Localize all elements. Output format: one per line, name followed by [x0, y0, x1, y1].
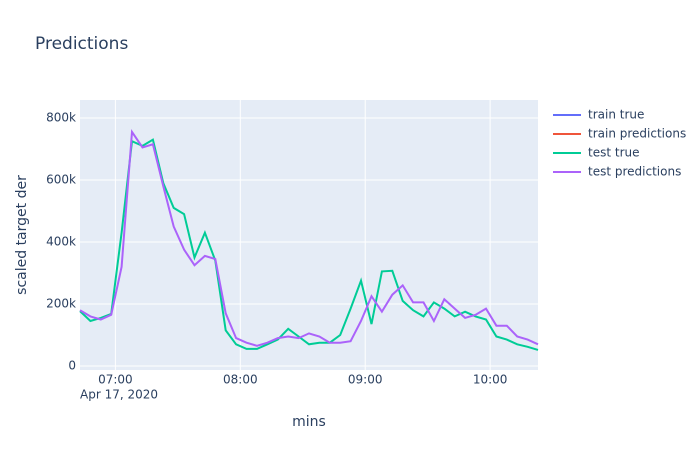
x-tick-label: 10:00: [473, 373, 508, 387]
x-tick-label: 09:00: [348, 373, 383, 387]
x-axis-title: mins: [292, 414, 326, 430]
y-tick-label: 200k: [46, 296, 76, 310]
legend-label: train true: [588, 108, 644, 122]
chart-title: Predictions: [35, 34, 128, 54]
x-tick-label: 07:00: [98, 373, 133, 387]
legend-label: train predictions: [588, 127, 686, 141]
x-date-label: Apr 17, 2020: [80, 388, 158, 402]
y-tick-label: 0: [68, 358, 76, 372]
y-tick-label: 800k: [46, 110, 76, 124]
y-tick-label: 400k: [46, 234, 76, 248]
legend-label: test true: [588, 146, 640, 160]
legend-label: test predictions: [588, 165, 681, 179]
series-line: [79, 128, 539, 347]
y-axis-title: scaled target der: [14, 175, 30, 295]
y-tick-label: 600k: [46, 172, 76, 186]
x-tick-label: 08:00: [223, 373, 258, 387]
plot-area: [80, 100, 538, 370]
